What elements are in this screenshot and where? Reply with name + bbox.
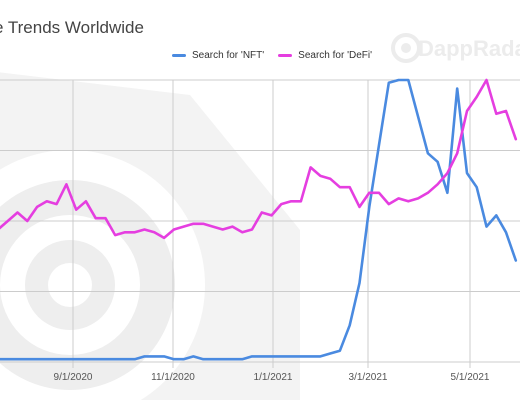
x-tick-label: 3/1/2021	[349, 372, 388, 383]
legend-swatch-defi	[278, 54, 293, 57]
chart-title: e Trends Worldwide	[0, 18, 144, 37]
watermark-text: DappRadar	[418, 36, 520, 61]
x-tick-label: 11/1/2020	[151, 372, 195, 383]
legend-swatch-nft	[172, 54, 186, 57]
x-tick-label: 9/1/2020	[54, 372, 93, 383]
x-tick-label: 5/1/2021	[451, 372, 490, 383]
legend: Search for 'NFT' Search for 'DeFi'	[172, 50, 372, 61]
watermark-logo-graphic	[0, 33, 421, 400]
x-tick-label: 1/1/2021	[254, 372, 293, 383]
series-line-defi	[0, 78, 518, 240]
legend-item-nft[interactable]: Search for 'NFT'	[172, 50, 264, 61]
grid-lines	[0, 79, 520, 368]
series-line-nft	[0, 78, 518, 361]
legend-label-defi: Search for 'DeFi'	[298, 50, 373, 61]
legend-item-defi[interactable]: Search for 'DeFi'	[278, 50, 372, 61]
legend-label-nft: Search for 'NFT'	[192, 50, 265, 61]
